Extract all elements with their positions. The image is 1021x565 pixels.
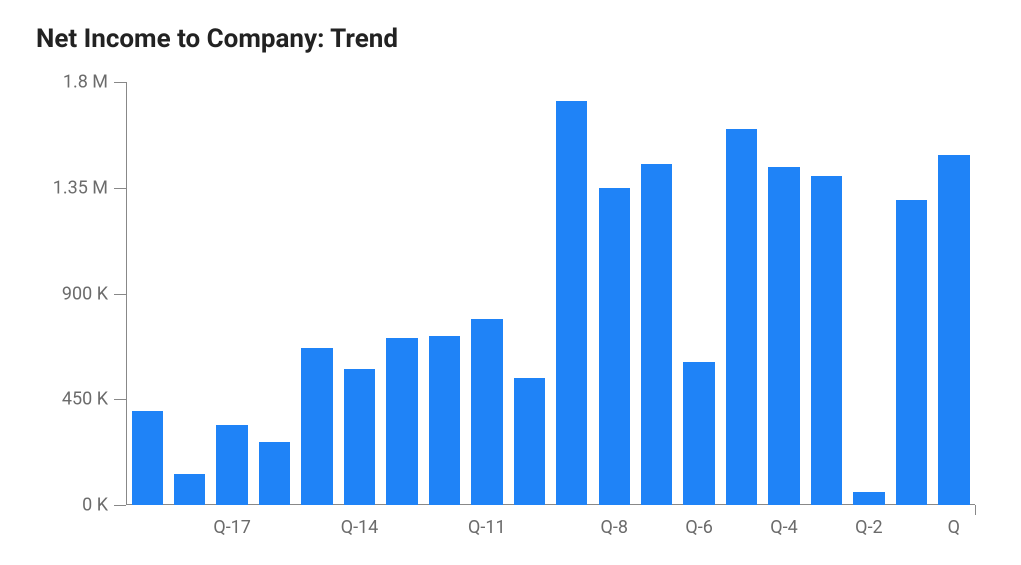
bar [216, 425, 247, 505]
bar [641, 164, 672, 505]
bar-slot [890, 82, 932, 505]
bar-slot: Q-17 [211, 82, 253, 505]
bar-slot [168, 82, 210, 505]
chart-area: Q-17 Q-14 Q-11 Q-8 Q-6 Q-4 Q-2 Q 0 K 450 K 900 K 1… [36, 72, 985, 545]
bar-slot: Q [933, 82, 975, 505]
bar-slot [381, 82, 423, 505]
bar [768, 167, 799, 505]
bar-slot [423, 82, 465, 505]
bar-slot [551, 82, 593, 505]
bar [683, 362, 714, 505]
bar [853, 492, 884, 505]
y-axis-label: 900 K [62, 283, 126, 304]
bar [386, 338, 417, 505]
x-axis-label: Q-6 [685, 505, 712, 538]
y-axis-label: 1.35 M [53, 177, 126, 198]
bar-slot [253, 82, 295, 505]
bar [599, 188, 630, 505]
bar-slot: Q-11 [466, 82, 508, 505]
bar-slot [720, 82, 762, 505]
bar-slot: Q-8 [593, 82, 635, 505]
bar-slot: Q-14 [338, 82, 380, 505]
bar-slot: Q-4 [763, 82, 805, 505]
bar-slot [296, 82, 338, 505]
bars-group: Q-17 Q-14 Q-11 Q-8 Q-6 Q-4 Q-2 Q [126, 82, 975, 505]
bar-slot: Q-2 [848, 82, 890, 505]
bar [429, 336, 460, 505]
bar [344, 369, 375, 505]
bar [896, 200, 927, 506]
x-axis-label: Q-4 [770, 505, 797, 538]
x-axis-label: Q-14 [341, 505, 379, 538]
bar-slot [508, 82, 550, 505]
bar-slot: Q-6 [678, 82, 720, 505]
plot-region: Q-17Q-14Q-11Q-8Q-6Q-4Q-2Q 0 K450 K900 K1… [126, 82, 975, 505]
bar [556, 101, 587, 505]
bar [132, 411, 163, 505]
y-axis-label: 1.8 M [63, 72, 126, 93]
y-axis-label: 0 K [82, 495, 126, 516]
x-axis-label: Q-11 [468, 505, 506, 538]
x-axis-label: Q-17 [213, 505, 251, 538]
bar [726, 129, 757, 505]
bar [471, 319, 502, 505]
x-axis-label: Q-2 [855, 505, 882, 538]
bar-slot [805, 82, 847, 505]
y-axis-label: 450 K [62, 389, 126, 410]
bar [259, 442, 290, 505]
bar [301, 348, 332, 505]
bar [938, 155, 969, 505]
chart-container: Net Income to Company: Trend Q-17Q-14Q-1… [0, 0, 1021, 565]
bar-slot [126, 82, 168, 505]
x-axis-label: Q-8 [600, 505, 627, 538]
bar [811, 176, 842, 505]
chart-title: Net Income to Company: Trend [36, 24, 985, 54]
x-axis-label: Q [948, 505, 960, 538]
x-axis-end-tick [975, 505, 976, 515]
bar [174, 474, 205, 505]
bar-slot [635, 82, 677, 505]
bar [514, 378, 545, 505]
